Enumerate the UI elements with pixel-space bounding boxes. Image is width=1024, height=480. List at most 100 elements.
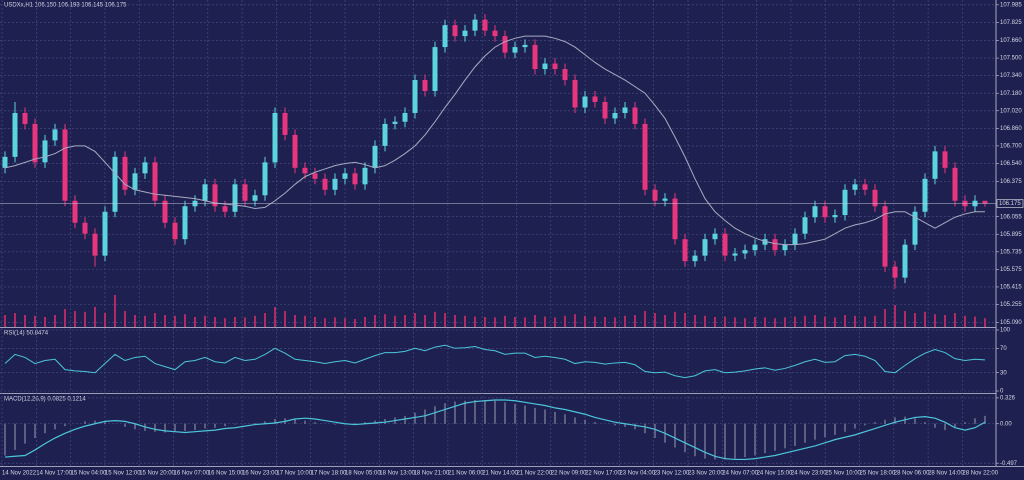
x-tick-label: 17 Nov 18:00 <box>311 471 347 477</box>
x-tick-label: 14 Nov 2022 <box>2 471 37 477</box>
x-tick-label: 28 Nov 14:00 <box>928 471 964 477</box>
volume-bar <box>714 317 716 327</box>
volume-bar <box>564 315 566 327</box>
x-tick-label: 23 Nov 04:00 <box>619 471 655 477</box>
x-tick-label: 18 Nov 21:00 <box>414 471 450 477</box>
candle-body <box>892 266 898 278</box>
y-tick-label: 107.180 <box>1000 91 1022 97</box>
candle-body <box>442 25 448 48</box>
y-tick-label: 0 <box>1000 389 1004 395</box>
x-tick-label: 22 Nov 09:00 <box>551 471 587 477</box>
volume-bar <box>224 318 226 327</box>
x-tick-label: 18 Nov 05:00 <box>345 471 381 477</box>
moving-average <box>4 35 985 246</box>
volume-bar <box>734 317 736 327</box>
y-tick-label: 105.735 <box>1000 249 1022 255</box>
macd-title: MACD(12,26,9) 0.0825 0.1214 <box>4 397 86 403</box>
volume-bar <box>284 311 286 327</box>
volume-bar <box>14 313 16 327</box>
y-tick-label: 106.055 <box>1000 214 1022 220</box>
candle-body <box>852 184 858 190</box>
candle-body <box>22 112 28 124</box>
volume-bar <box>584 315 586 327</box>
volume-bar <box>294 315 296 327</box>
volume-bar <box>914 313 916 327</box>
candle-body <box>682 239 688 262</box>
candle-body <box>42 140 48 163</box>
x-tick-label: 28 Nov 06:00 <box>894 471 930 477</box>
candle-body <box>502 36 508 53</box>
y-tick-label: 106.860 <box>1000 126 1022 132</box>
volume-bar <box>774 318 776 327</box>
x-tick-label: 21 Nov 22:00 <box>517 471 553 477</box>
volume-bar <box>874 315 876 327</box>
volume-bar <box>4 315 6 327</box>
candle-body <box>702 239 708 256</box>
signal-line <box>4 399 986 461</box>
candle-body <box>492 30 498 37</box>
volume-bar <box>514 317 516 327</box>
volume-bar <box>944 315 946 327</box>
candle-body <box>132 173 138 190</box>
candle-body <box>222 206 228 212</box>
volume-bar <box>304 315 306 327</box>
candle-body <box>842 189 848 216</box>
volume-bar <box>974 316 976 327</box>
candle-body <box>802 217 808 234</box>
volume-bar <box>254 315 256 327</box>
volume-bar <box>594 316 596 327</box>
y-tick-label: 105.895 <box>1000 232 1022 238</box>
volume-bar <box>174 315 176 327</box>
volume-bar <box>194 317 196 327</box>
candle-body <box>422 80 428 92</box>
candle-body <box>872 189 878 207</box>
candle-body <box>12 112 18 157</box>
volume-bar <box>444 313 446 327</box>
candle-body <box>472 19 478 31</box>
volume-bar <box>884 309 886 327</box>
candle-body <box>692 255 698 262</box>
volume-bar <box>144 315 146 327</box>
x-tick-label: 14 Nov 17:00 <box>36 471 72 477</box>
y-tick-label: 0.00 <box>1000 421 1012 427</box>
volume-bar <box>314 317 316 327</box>
y-tick-label: 107.500 <box>1000 56 1022 62</box>
volume-bar <box>744 318 746 327</box>
x-tick-label: 23 Nov 12:00 <box>654 471 690 477</box>
y-tick-label: 106.540 <box>1000 161 1022 167</box>
candle-body <box>162 200 168 223</box>
candle-body <box>92 233 98 256</box>
candle-body <box>572 80 578 108</box>
candle-body <box>832 215 838 218</box>
candle-body <box>182 206 188 240</box>
volume-bar <box>454 315 456 327</box>
candle-body <box>622 107 628 113</box>
candle-body <box>352 173 358 185</box>
volume-bar <box>134 315 136 327</box>
candle-body <box>272 112 278 163</box>
candle-body <box>602 101 608 119</box>
candle-body <box>732 253 738 256</box>
y-tick-label: 107.340 <box>1000 73 1022 79</box>
candle-body <box>32 123 38 163</box>
candle-body <box>532 44 538 70</box>
y-tick-label: 107.020 <box>1000 108 1022 114</box>
volume-bar <box>554 317 556 327</box>
volume-bar <box>704 315 706 327</box>
volume-bar <box>414 313 416 327</box>
candle-body <box>672 198 678 240</box>
candle-body <box>462 30 468 37</box>
candle-body <box>62 129 68 201</box>
candle-body <box>552 63 558 70</box>
candle-body <box>932 151 938 179</box>
candle-body <box>582 96 588 108</box>
volume-bar <box>344 318 346 327</box>
candle-body <box>102 211 108 256</box>
volume-bar <box>154 313 156 327</box>
y-tick-label: 107.660 <box>1000 38 1022 44</box>
x-tick-label: 21 Nov 14:00 <box>482 471 518 477</box>
y-tick-label: 107.985 <box>1000 2 1022 8</box>
volume-bar <box>534 315 536 327</box>
volume-bar <box>724 316 726 327</box>
